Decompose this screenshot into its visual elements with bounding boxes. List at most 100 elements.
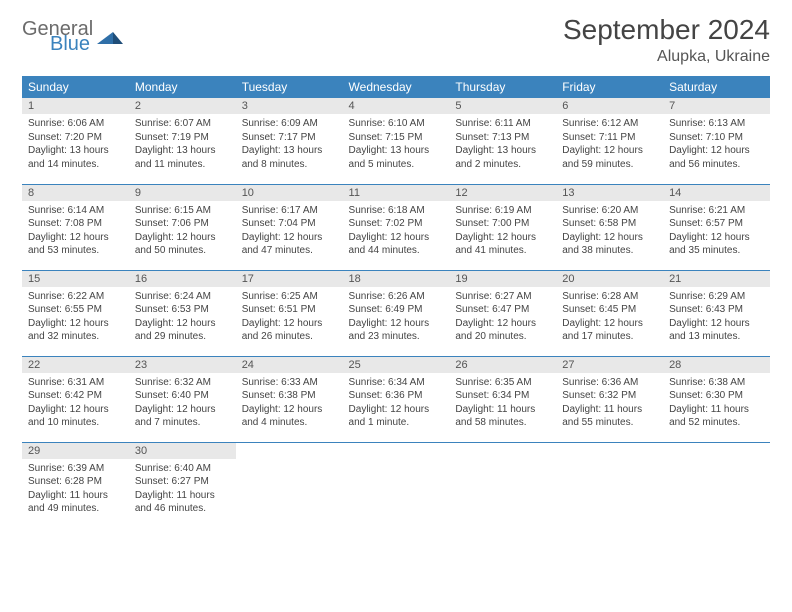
calendar-cell: 12Sunrise: 6:19 AMSunset: 7:00 PMDayligh…: [449, 184, 556, 270]
daylight-text-2: and 23 minutes.: [349, 330, 444, 344]
sunset-text: Sunset: 6:28 PM: [28, 475, 123, 489]
daylight-text-2: and 52 minutes.: [669, 416, 764, 430]
day-number: 22: [22, 357, 129, 373]
sunset-text: Sunset: 6:36 PM: [349, 389, 444, 403]
calendar-cell: 18Sunrise: 6:26 AMSunset: 6:49 PMDayligh…: [343, 270, 450, 356]
sunset-text: Sunset: 7:11 PM: [562, 131, 657, 145]
calendar-cell: [663, 442, 770, 528]
day-number: 25: [343, 357, 450, 373]
day-details: Sunrise: 6:07 AMSunset: 7:19 PMDaylight:…: [129, 114, 236, 175]
sunset-text: Sunset: 6:40 PM: [135, 389, 230, 403]
day-number: 21: [663, 271, 770, 287]
calendar-cell: 28Sunrise: 6:38 AMSunset: 6:30 PMDayligh…: [663, 356, 770, 442]
sunset-text: Sunset: 7:15 PM: [349, 131, 444, 145]
day-number: 9: [129, 185, 236, 201]
sunrise-text: Sunrise: 6:38 AM: [669, 376, 764, 390]
sunrise-text: Sunrise: 6:09 AM: [242, 117, 337, 131]
daylight-text-2: and 13 minutes.: [669, 330, 764, 344]
daylight-text-1: Daylight: 12 hours: [562, 317, 657, 331]
day-number: 17: [236, 271, 343, 287]
daylight-text-2: and 10 minutes.: [28, 416, 123, 430]
sunrise-text: Sunrise: 6:07 AM: [135, 117, 230, 131]
sunrise-text: Sunrise: 6:18 AM: [349, 204, 444, 218]
sunset-text: Sunset: 7:10 PM: [669, 131, 764, 145]
brand-word-2: Blue: [50, 35, 93, 54]
weekday-header: Wednesday: [343, 76, 450, 98]
day-number: 13: [556, 185, 663, 201]
daylight-text-1: Daylight: 12 hours: [135, 317, 230, 331]
sunset-text: Sunset: 6:42 PM: [28, 389, 123, 403]
sunrise-text: Sunrise: 6:33 AM: [242, 376, 337, 390]
day-number: 18: [343, 271, 450, 287]
day-number: 20: [556, 271, 663, 287]
day-number: 6: [556, 98, 663, 114]
day-details: Sunrise: 6:25 AMSunset: 6:51 PMDaylight:…: [236, 287, 343, 348]
day-details: Sunrise: 6:33 AMSunset: 6:38 PMDaylight:…: [236, 373, 343, 434]
daylight-text-2: and 56 minutes.: [669, 158, 764, 172]
daylight-text-2: and 20 minutes.: [455, 330, 550, 344]
day-details: Sunrise: 6:31 AMSunset: 6:42 PMDaylight:…: [22, 373, 129, 434]
daylight-text-1: Daylight: 13 hours: [135, 144, 230, 158]
daylight-text-2: and 59 minutes.: [562, 158, 657, 172]
sunset-text: Sunset: 6:38 PM: [242, 389, 337, 403]
daylight-text-1: Daylight: 13 hours: [242, 144, 337, 158]
sunset-text: Sunset: 6:30 PM: [669, 389, 764, 403]
sunset-text: Sunset: 7:06 PM: [135, 217, 230, 231]
daylight-text-1: Daylight: 11 hours: [455, 403, 550, 417]
day-details: Sunrise: 6:28 AMSunset: 6:45 PMDaylight:…: [556, 287, 663, 348]
daylight-text-2: and 14 minutes.: [28, 158, 123, 172]
day-number: 4: [343, 98, 450, 114]
sunset-text: Sunset: 6:55 PM: [28, 303, 123, 317]
day-details: Sunrise: 6:17 AMSunset: 7:04 PMDaylight:…: [236, 201, 343, 262]
daylight-text-2: and 53 minutes.: [28, 244, 123, 258]
weekday-header: Thursday: [449, 76, 556, 98]
sunset-text: Sunset: 6:43 PM: [669, 303, 764, 317]
day-details: Sunrise: 6:39 AMSunset: 6:28 PMDaylight:…: [22, 459, 129, 520]
calendar-cell: 21Sunrise: 6:29 AMSunset: 6:43 PMDayligh…: [663, 270, 770, 356]
calendar-cell: 22Sunrise: 6:31 AMSunset: 6:42 PMDayligh…: [22, 356, 129, 442]
calendar-cell: 10Sunrise: 6:17 AMSunset: 7:04 PMDayligh…: [236, 184, 343, 270]
sunrise-text: Sunrise: 6:06 AM: [28, 117, 123, 131]
calendar-cell: [236, 442, 343, 528]
weekday-header: Saturday: [663, 76, 770, 98]
daylight-text-2: and 2 minutes.: [455, 158, 550, 172]
daylight-text-2: and 47 minutes.: [242, 244, 337, 258]
day-details: Sunrise: 6:06 AMSunset: 7:20 PMDaylight:…: [22, 114, 129, 175]
day-details: Sunrise: 6:14 AMSunset: 7:08 PMDaylight:…: [22, 201, 129, 262]
sunrise-text: Sunrise: 6:19 AM: [455, 204, 550, 218]
daylight-text-1: Daylight: 12 hours: [562, 231, 657, 245]
calendar-cell: [449, 442, 556, 528]
calendar-cell: 11Sunrise: 6:18 AMSunset: 7:02 PMDayligh…: [343, 184, 450, 270]
daylight-text-2: and 49 minutes.: [28, 502, 123, 516]
daylight-text-2: and 44 minutes.: [349, 244, 444, 258]
day-number: 14: [663, 185, 770, 201]
calendar-cell: 15Sunrise: 6:22 AMSunset: 6:55 PMDayligh…: [22, 270, 129, 356]
sunset-text: Sunset: 7:19 PM: [135, 131, 230, 145]
sunrise-text: Sunrise: 6:29 AM: [669, 290, 764, 304]
calendar-cell: 14Sunrise: 6:21 AMSunset: 6:57 PMDayligh…: [663, 184, 770, 270]
daylight-text-1: Daylight: 12 hours: [349, 231, 444, 245]
day-number: 2: [129, 98, 236, 114]
calendar-cell: 16Sunrise: 6:24 AMSunset: 6:53 PMDayligh…: [129, 270, 236, 356]
day-number: 16: [129, 271, 236, 287]
daylight-text-2: and 1 minute.: [349, 416, 444, 430]
sunrise-text: Sunrise: 6:40 AM: [135, 462, 230, 476]
daylight-text-1: Daylight: 12 hours: [242, 403, 337, 417]
calendar-cell: 29Sunrise: 6:39 AMSunset: 6:28 PMDayligh…: [22, 442, 129, 528]
day-number: 19: [449, 271, 556, 287]
day-details: Sunrise: 6:35 AMSunset: 6:34 PMDaylight:…: [449, 373, 556, 434]
brand-logo: General Blue: [22, 20, 123, 54]
day-number: 29: [22, 443, 129, 459]
calendar-cell: 5Sunrise: 6:11 AMSunset: 7:13 PMDaylight…: [449, 98, 556, 184]
calendar-cell: 25Sunrise: 6:34 AMSunset: 6:36 PMDayligh…: [343, 356, 450, 442]
day-number: 1: [22, 98, 129, 114]
daylight-text-1: Daylight: 12 hours: [28, 317, 123, 331]
day-details: Sunrise: 6:19 AMSunset: 7:00 PMDaylight:…: [449, 201, 556, 262]
brand-mark-icon: [97, 26, 123, 51]
sunset-text: Sunset: 6:34 PM: [455, 389, 550, 403]
calendar-row: 8Sunrise: 6:14 AMSunset: 7:08 PMDaylight…: [22, 184, 770, 270]
sunset-text: Sunset: 6:49 PM: [349, 303, 444, 317]
day-number: 28: [663, 357, 770, 373]
sunrise-text: Sunrise: 6:22 AM: [28, 290, 123, 304]
sunrise-text: Sunrise: 6:36 AM: [562, 376, 657, 390]
